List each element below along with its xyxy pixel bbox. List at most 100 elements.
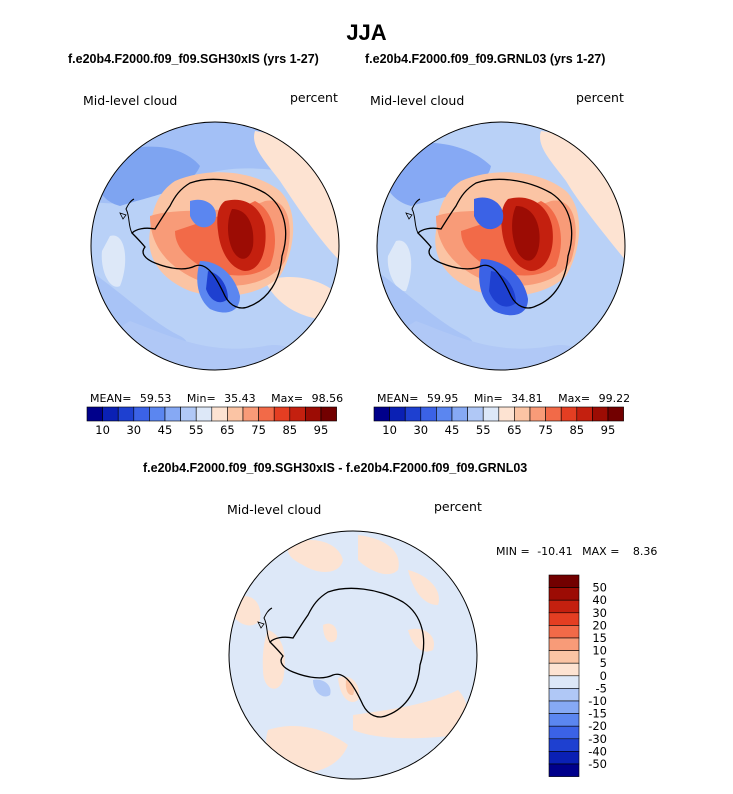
difference-colorbar-box xyxy=(548,688,580,702)
panel-2-colorbar-box xyxy=(498,406,515,422)
panel-2-stats: MEAN= 59.95 Min= 34.81 Max= 99.22 xyxy=(377,392,630,405)
difference-colorbar-tick-label: 5 xyxy=(600,656,607,670)
panel-1-mean-label: MEAN= xyxy=(90,392,132,405)
panel-1-colorbar-box xyxy=(227,406,244,422)
difference-colorbar-tick-label: -10 xyxy=(588,694,607,708)
panel-2-colorbar-box xyxy=(482,406,500,422)
panel-1-colorbar-box xyxy=(320,406,337,422)
panel-2-colorbar-box xyxy=(514,406,531,422)
panel-2-max-value: 99.22 xyxy=(598,392,631,405)
panel-2-colorbar-tick-label: 45 xyxy=(445,423,460,437)
panel-1-colorbar-box xyxy=(149,406,166,422)
panel-1-colorbar-box xyxy=(305,406,322,422)
panel-1-colorbar-box xyxy=(273,406,291,422)
difference-max-value: 8.36 xyxy=(632,545,658,558)
difference-colorbar-tick-label: -30 xyxy=(588,732,607,746)
difference-colorbar-box xyxy=(548,700,580,714)
difference-min-label: MIN = xyxy=(496,545,530,558)
difference-colorbar-box xyxy=(548,713,580,727)
panel-1-colorbar-box xyxy=(164,406,181,422)
panel-2-colorbar-box xyxy=(560,406,578,422)
panel-1-min-label: Min= xyxy=(186,392,216,405)
panel-2-max-label: Max= xyxy=(558,392,591,405)
panel-2-mean-label: MEAN= xyxy=(377,392,419,405)
panel-2-min-label: Min= xyxy=(473,392,503,405)
panel-1-colorbar-tick-label: 30 xyxy=(126,423,141,437)
difference-field-label: Mid-level cloud xyxy=(227,502,322,517)
panel-2-colorbar-box xyxy=(451,406,468,422)
difference-colorbar-box xyxy=(548,637,580,651)
panel-1-colorbar-box xyxy=(133,406,150,422)
figure-title: JJA xyxy=(346,20,387,45)
panel-1-colorbar-box xyxy=(117,406,135,422)
panel-1-max-value: 98.56 xyxy=(311,392,344,405)
panel-2-colorbar-tick-label: 65 xyxy=(507,423,522,437)
panel-1-colorbar-box xyxy=(258,406,275,422)
panel-1-colorbar-box xyxy=(102,406,119,422)
panel-2-mean-value: 59.95 xyxy=(426,392,459,405)
difference-colorbar-tick-label: -20 xyxy=(588,719,607,733)
panel-1-colorbar-box xyxy=(195,406,213,422)
difference-minmax: MIN = -10.41 MAX = 8.36 xyxy=(496,545,657,558)
difference-colorbar-box xyxy=(548,599,580,614)
difference-colorbar-tick-label: 15 xyxy=(592,631,607,645)
panel-1-stats: MEAN= 59.53 Min= 35.43 Max= 98.56 xyxy=(90,392,343,405)
difference-colorbar-box xyxy=(548,751,580,765)
panel-2-colorbar-box xyxy=(576,406,593,422)
difference-colorbar-box xyxy=(548,574,580,588)
difference-colorbar-box xyxy=(548,662,580,677)
difference-colorbar-tick-label: 0 xyxy=(600,669,607,683)
panel-1-units-label: percent xyxy=(290,90,338,105)
difference-colorbar-tick-label: -40 xyxy=(588,744,607,758)
panel-2-polar-map xyxy=(376,121,626,371)
panel-1-colorbar-tick-label: 10 xyxy=(95,423,110,437)
panel-2-colorbar-box xyxy=(436,406,453,422)
panel-1-colorbar-tick-label: 85 xyxy=(282,423,297,437)
panel-1-colorbar-box xyxy=(86,406,103,422)
panel-2-colorbar-tick-label: 55 xyxy=(476,423,491,437)
panel-1-colorbar-box xyxy=(211,406,228,422)
difference-colorbar-box xyxy=(548,587,580,601)
panel-2-colorbar-box xyxy=(607,406,624,422)
difference-colorbar-box xyxy=(548,738,580,752)
panel-1-colorbar-box xyxy=(242,406,259,422)
panel-1-colorbar: 10 30 45 55 65 75 85 95 xyxy=(86,406,337,437)
panel-2-colorbar-tick-label: 10 xyxy=(382,423,397,437)
panel-1-colorbar-box xyxy=(289,406,306,422)
difference-polar-map xyxy=(228,530,478,780)
difference-colorbar-tick-label: 30 xyxy=(592,606,607,620)
panel-2-colorbar-box xyxy=(404,406,422,422)
panel-2-colorbar-tick-label: 85 xyxy=(569,423,584,437)
panel-2-colorbar-box xyxy=(389,406,406,422)
difference-colorbar-box xyxy=(548,650,580,664)
difference-colorbar-tick-label: 40 xyxy=(592,593,607,607)
panel-1-colorbar-tick-label: 65 xyxy=(220,423,235,437)
difference-units-label: percent xyxy=(434,499,482,514)
difference-colorbar-tick-label: 50 xyxy=(592,581,607,595)
panel-2-colorbar-box xyxy=(467,406,484,422)
difference-min-value: -10.41 xyxy=(537,545,573,558)
difference-colorbar-box xyxy=(548,612,580,626)
panel-1-colorbar-box xyxy=(180,406,197,422)
difference-max-label: MAX = xyxy=(582,545,620,558)
panel-1-max-label: Max= xyxy=(271,392,304,405)
difference-colorbar-tick-label: 10 xyxy=(592,644,607,658)
difference-colorbar-box xyxy=(548,675,580,689)
panel-2-colorbar-box xyxy=(529,406,546,422)
panel-2-title: f.e20b4.F2000.f09_f09.GRNL03 (yrs 1-27) xyxy=(365,52,606,66)
panel-1-colorbar-tick-label: 75 xyxy=(251,423,266,437)
panel-1-colorbar-tick-label: 55 xyxy=(189,423,204,437)
panel-1-colorbar-tick-label: 45 xyxy=(158,423,173,437)
panel-1-field-label: Mid-level cloud xyxy=(83,93,178,108)
panel-2-colorbar-box xyxy=(420,406,437,422)
panel-2-units-label: percent xyxy=(576,90,624,105)
panel-2-field-label: Mid-level cloud xyxy=(370,93,465,108)
difference-colorbar-tick-label: -5 xyxy=(596,681,607,695)
panel-1-colorbar-tick-label: 95 xyxy=(314,423,329,437)
difference-colorbar-box xyxy=(548,625,580,639)
difference-colorbar-box xyxy=(548,725,580,740)
panel-2-colorbar: 10 30 45 55 65 75 85 95 xyxy=(373,406,624,437)
difference-colorbar-tick-label: 20 xyxy=(592,618,607,632)
panel-2-colorbar-tick-label: 75 xyxy=(538,423,553,437)
